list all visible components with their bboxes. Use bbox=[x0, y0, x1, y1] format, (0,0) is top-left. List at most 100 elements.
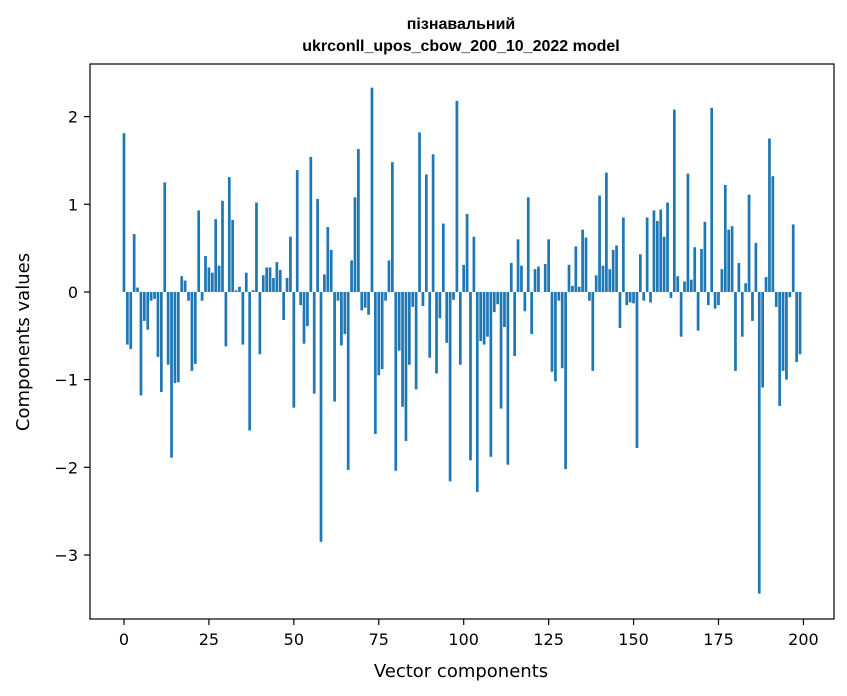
bar-component-41 bbox=[261, 275, 265, 292]
bar-component-60 bbox=[326, 227, 330, 292]
y-tick-label: −3 bbox=[54, 546, 78, 565]
chart-title-line-1: пізнавальний bbox=[407, 16, 515, 33]
bar-component-144 bbox=[611, 249, 615, 292]
bar-component-73 bbox=[370, 87, 374, 292]
bar-component-32 bbox=[231, 220, 235, 292]
bar-component-3 bbox=[132, 234, 136, 292]
bar-component-40 bbox=[258, 291, 262, 355]
bar-component-22 bbox=[197, 210, 201, 292]
bar-component-47 bbox=[282, 291, 286, 321]
bar-component-68 bbox=[353, 197, 357, 292]
bar-component-35 bbox=[241, 291, 245, 345]
y-axis-label: Components values bbox=[13, 253, 34, 431]
bar-component-75 bbox=[377, 291, 381, 376]
bar-component-67 bbox=[350, 260, 353, 292]
bar-component-147 bbox=[622, 217, 625, 292]
bar-component-128 bbox=[557, 291, 561, 301]
bar-component-106 bbox=[482, 291, 486, 345]
bar-component-50 bbox=[292, 291, 296, 408]
bar-component-195 bbox=[785, 291, 788, 380]
bar-component-18 bbox=[183, 280, 187, 292]
bar-component-77 bbox=[384, 291, 387, 301]
bar-component-21 bbox=[193, 291, 197, 364]
bar-component-70 bbox=[360, 291, 364, 311]
bar-component-92 bbox=[435, 291, 438, 374]
bar-component-31 bbox=[227, 177, 231, 292]
bar-component-186 bbox=[754, 242, 758, 292]
bar-component-139 bbox=[594, 275, 598, 292]
bar-component-182 bbox=[740, 291, 744, 337]
bar-component-64 bbox=[340, 291, 343, 346]
plot-area-frame bbox=[89, 63, 835, 620]
bar-component-165 bbox=[683, 281, 686, 292]
x-tick-label: 100 bbox=[448, 630, 479, 649]
bar-component-7 bbox=[146, 291, 150, 330]
x-tick-label: 175 bbox=[703, 630, 734, 649]
bar-component-71 bbox=[363, 291, 367, 308]
bar-component-42 bbox=[265, 267, 269, 292]
bar-component-104 bbox=[475, 291, 479, 492]
bar-component-98 bbox=[455, 100, 459, 292]
bar-component-36 bbox=[244, 272, 248, 292]
bar-component-169 bbox=[696, 291, 700, 331]
bar-component-55 bbox=[309, 156, 313, 292]
bar-component-134 bbox=[577, 286, 581, 292]
bar-component-80 bbox=[394, 291, 398, 471]
bar-component-45 bbox=[275, 262, 279, 292]
bar-component-58 bbox=[319, 291, 323, 542]
bar-component-6 bbox=[142, 291, 146, 321]
bar-component-191 bbox=[771, 176, 775, 292]
bar-component-117 bbox=[520, 265, 523, 292]
bar-component-5 bbox=[139, 291, 143, 396]
bar-component-108 bbox=[489, 291, 493, 457]
bar-component-140 bbox=[598, 195, 601, 292]
bar-component-120 bbox=[530, 291, 534, 335]
bar-component-16 bbox=[176, 291, 180, 383]
y-axis-ticks: 2 1 0 −1 −2 −3 bbox=[54, 108, 90, 565]
bar-component-111 bbox=[499, 291, 503, 409]
bar-component-12 bbox=[163, 182, 167, 292]
bar-component-176 bbox=[720, 269, 724, 292]
bar-component-125 bbox=[547, 239, 550, 292]
bar-component-72 bbox=[367, 291, 370, 315]
bar-component-78 bbox=[387, 260, 391, 292]
bar-component-11 bbox=[159, 291, 163, 392]
bar-component-152 bbox=[638, 254, 642, 292]
bar-component-181 bbox=[737, 263, 741, 292]
bar-component-25 bbox=[207, 267, 211, 292]
bar-component-146 bbox=[618, 291, 622, 328]
bar-component-130 bbox=[564, 291, 567, 470]
bar-component-30 bbox=[224, 291, 228, 347]
bar-component-178 bbox=[727, 229, 731, 292]
bar-component-154 bbox=[645, 217, 649, 292]
bar-component-189 bbox=[764, 277, 768, 292]
bar-component-196 bbox=[788, 291, 792, 298]
bar-component-194 bbox=[781, 291, 785, 371]
bar-component-192 bbox=[774, 291, 778, 307]
x-tick-label: 125 bbox=[533, 630, 564, 649]
x-tick-label: 200 bbox=[788, 630, 819, 649]
bar-component-105 bbox=[479, 291, 483, 342]
bar-component-13 bbox=[166, 291, 170, 365]
bar-component-95 bbox=[445, 291, 449, 343]
bar-component-158 bbox=[659, 209, 663, 292]
bar-component-14 bbox=[170, 291, 173, 458]
bar-component-63 bbox=[336, 291, 340, 301]
bar-component-135 bbox=[581, 229, 584, 292]
y-tick-label: −1 bbox=[54, 371, 78, 390]
x-tick-label: 50 bbox=[284, 630, 304, 649]
bar-component-57 bbox=[316, 199, 319, 292]
bar-component-137 bbox=[588, 291, 591, 301]
bar-component-49 bbox=[289, 236, 292, 292]
y-tick-label: 2 bbox=[68, 108, 78, 127]
bar-component-46 bbox=[278, 270, 282, 292]
bar-component-93 bbox=[438, 291, 442, 319]
bar-component-89 bbox=[424, 174, 428, 292]
bar-component-74 bbox=[374, 291, 377, 434]
bar-component-150 bbox=[632, 291, 635, 304]
chart-title-line-2: ukrconll_upos_cbow_200_10_2022 model bbox=[302, 38, 619, 55]
bar-component-96 bbox=[448, 291, 452, 482]
bar-component-153 bbox=[642, 291, 646, 301]
bar-component-91 bbox=[431, 154, 435, 292]
